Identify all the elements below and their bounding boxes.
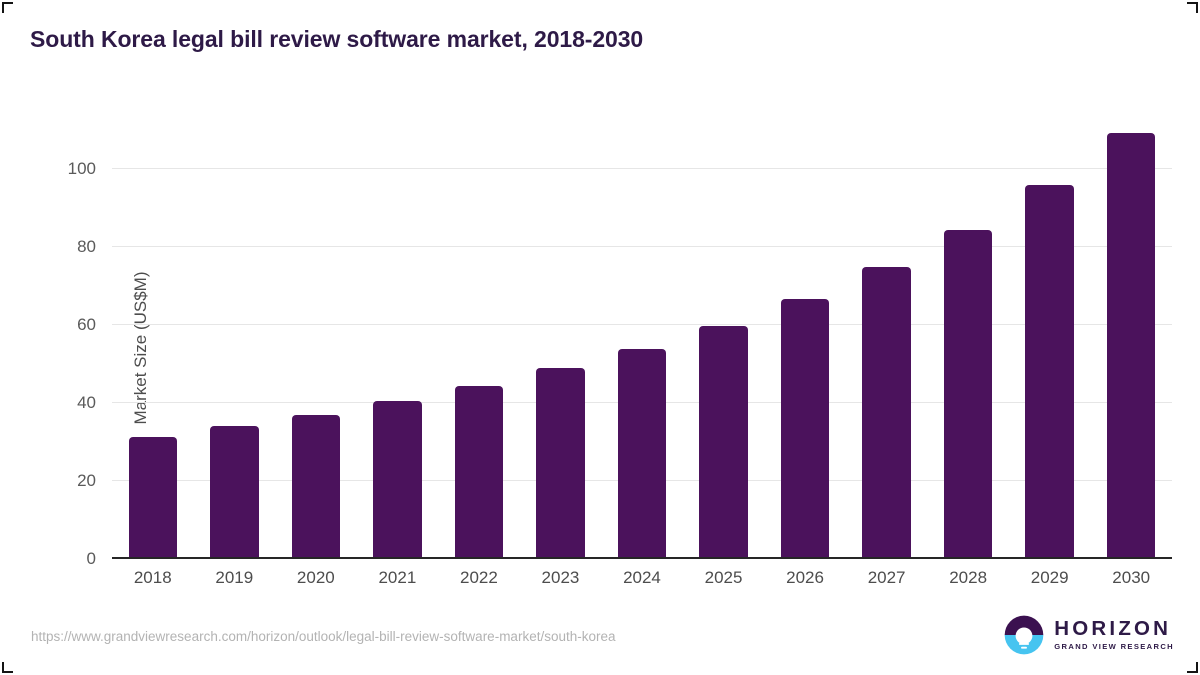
horizon-logo-wordmark: HORIZON: [1054, 616, 1172, 640]
bar[interactable]: [454, 385, 504, 559]
bar[interactable]: [210, 426, 259, 559]
bar[interactable]: [617, 348, 667, 559]
y-axis-tick-label: 40: [77, 392, 96, 412]
x-axis-tick-label: 2027: [867, 568, 906, 587]
x-axis-tick-label: 2030: [1112, 568, 1151, 587]
x-axis-tick-label: 2022: [459, 568, 498, 587]
y-axis-tick-label: 20: [77, 470, 96, 490]
frame-corner-bottom-right: [1187, 662, 1198, 673]
y-axis-tick-labels: 0 20 40 60 80 100: [0, 0, 112, 675]
frame-corner-top-left: [2, 2, 13, 13]
y-axis-tick-label: 60: [77, 314, 96, 334]
x-axis-tick-label: 2026: [786, 568, 824, 587]
bar[interactable]: [780, 298, 830, 559]
gridline: [112, 245, 1172, 247]
y-axis-tick-label: 100: [67, 158, 96, 178]
bar[interactable]: [1025, 184, 1074, 559]
bar[interactable]: [536, 368, 585, 559]
x-axis-tick-label: 2018: [133, 568, 172, 587]
x-axis-tick-label: 2025: [704, 568, 743, 587]
source-url[interactable]: https://www.grandviewresearch.com/horizo…: [31, 629, 616, 644]
x-axis-tick-label: 2028: [949, 568, 988, 587]
y-axis-tick-label: 0: [86, 549, 96, 568]
x-axis-tick-label: 2021: [378, 568, 417, 587]
x-axis-line: [112, 557, 1172, 559]
horizon-logo-tagline: GRAND VIEW RESEARCH: [1054, 642, 1174, 652]
frame-corner-top-right: [1187, 2, 1198, 13]
horizon-logo-icon: [1004, 615, 1044, 655]
frame-corner-bottom-left: [2, 662, 13, 673]
x-axis-tick-label: 2024: [623, 568, 661, 587]
x-axis-tick-label: 2023: [541, 568, 580, 587]
x-axis-tick-label: 2019: [215, 568, 254, 587]
x-axis-tick-label: 2029: [1030, 568, 1069, 587]
bar[interactable]: [128, 436, 177, 559]
horizon-logo-text: HORIZON GRAND VIEW RESEARCH: [1054, 616, 1174, 652]
gridline: [112, 167, 1172, 169]
chart-title: South Korea legal bill review software m…: [30, 26, 644, 52]
bar[interactable]: [291, 414, 341, 559]
bar[interactable]: [699, 325, 748, 559]
bar[interactable]: [862, 266, 911, 559]
y-axis-tick-label: 80: [77, 236, 96, 256]
horizon-logo[interactable]: HORIZON GRAND VIEW RESEARCH: [1003, 614, 1174, 656]
bar[interactable]: [1106, 132, 1156, 559]
gridline: [112, 323, 1172, 325]
bar[interactable]: [373, 400, 422, 559]
plot-area: [112, 110, 1172, 559]
bar[interactable]: [943, 229, 993, 559]
x-axis-tick-label: 2020: [296, 568, 335, 587]
